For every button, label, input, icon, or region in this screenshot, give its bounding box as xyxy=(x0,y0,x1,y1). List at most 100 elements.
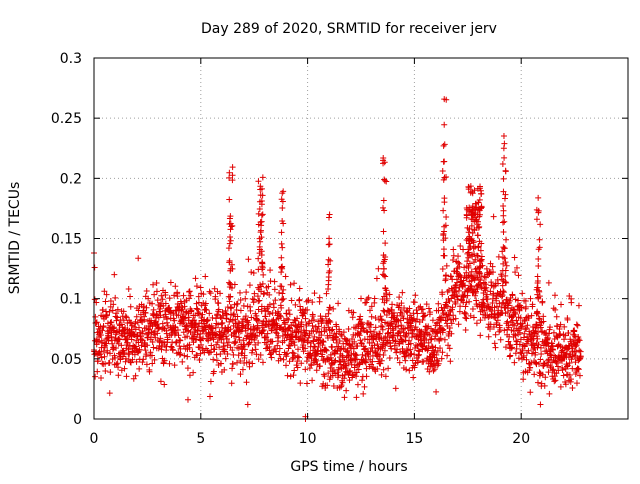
data-point xyxy=(224,350,231,357)
data-point xyxy=(536,360,543,367)
data-point xyxy=(564,346,571,353)
data-point xyxy=(232,339,239,346)
data-point xyxy=(283,362,290,369)
data-point xyxy=(276,345,283,352)
data-point xyxy=(565,342,572,349)
data-point xyxy=(303,358,310,365)
data-point xyxy=(466,260,473,267)
data-point xyxy=(120,308,127,315)
data-point xyxy=(254,333,261,340)
data-point xyxy=(517,314,524,321)
data-point xyxy=(507,297,514,304)
data-point xyxy=(173,338,180,345)
data-point xyxy=(400,315,407,322)
data-point xyxy=(102,298,109,305)
data-point xyxy=(128,336,135,343)
data-point xyxy=(568,356,575,363)
data-point xyxy=(509,292,516,299)
data-point xyxy=(198,341,205,348)
data-point xyxy=(429,327,436,334)
data-point xyxy=(334,347,341,354)
data-point xyxy=(439,167,446,174)
data-point xyxy=(255,298,262,305)
data-point xyxy=(341,358,348,365)
data-point xyxy=(449,304,456,311)
data-point xyxy=(133,358,140,365)
data-point xyxy=(360,390,367,397)
data-point xyxy=(112,354,119,361)
data-point xyxy=(260,291,267,298)
data-point xyxy=(502,272,509,279)
data-point xyxy=(278,269,285,276)
data-point xyxy=(500,212,507,219)
data-point xyxy=(265,283,272,290)
data-point xyxy=(311,343,318,350)
data-point xyxy=(133,313,140,320)
data-point xyxy=(538,380,545,387)
data-point xyxy=(350,309,357,316)
data-point xyxy=(469,188,476,195)
data-point xyxy=(474,185,481,192)
data-point xyxy=(557,383,564,390)
data-point xyxy=(138,342,145,349)
data-point xyxy=(179,320,186,327)
data-point xyxy=(151,291,158,298)
data-point xyxy=(172,283,179,290)
data-point xyxy=(414,310,421,317)
data-point xyxy=(382,273,389,280)
data-point xyxy=(237,357,244,364)
data-point xyxy=(287,281,294,288)
data-point xyxy=(110,301,117,308)
data-point xyxy=(171,362,178,369)
data-point xyxy=(243,318,250,325)
data-point xyxy=(455,321,462,328)
data-point xyxy=(420,313,427,320)
data-point xyxy=(443,96,450,103)
data-point xyxy=(464,250,471,257)
data-point xyxy=(356,360,363,367)
data-point xyxy=(219,319,226,326)
data-point xyxy=(140,303,147,310)
data-point xyxy=(197,284,204,291)
data-point xyxy=(255,306,262,313)
data-point xyxy=(528,312,535,319)
data-point xyxy=(230,312,237,319)
data-point xyxy=(224,342,231,349)
data-point xyxy=(476,238,483,245)
data-point xyxy=(380,366,387,373)
data-point xyxy=(227,265,234,272)
data-point xyxy=(154,297,161,304)
data-point xyxy=(325,307,332,314)
data-point xyxy=(245,256,252,263)
data-point xyxy=(317,337,324,344)
data-point xyxy=(344,337,351,344)
data-point xyxy=(321,373,328,380)
data-point xyxy=(309,377,316,384)
data-point xyxy=(439,349,446,356)
data-point xyxy=(500,175,507,182)
data-point xyxy=(196,310,203,317)
data-point xyxy=(271,286,278,293)
data-point xyxy=(106,390,113,397)
data-point xyxy=(562,381,569,388)
data-point xyxy=(534,335,541,342)
data-point xyxy=(185,314,192,321)
data-point xyxy=(150,344,157,351)
data-point xyxy=(462,282,469,289)
data-point xyxy=(524,322,531,329)
data-point xyxy=(467,235,474,242)
data-point xyxy=(440,246,447,253)
data-point xyxy=(267,267,274,274)
data-point xyxy=(142,347,149,354)
data-point xyxy=(381,177,388,184)
data-point xyxy=(501,154,508,161)
data-point xyxy=(502,344,509,351)
data-point xyxy=(251,290,258,297)
data-point xyxy=(500,288,507,295)
data-point xyxy=(212,293,219,300)
data-point xyxy=(113,310,120,317)
data-point xyxy=(105,334,112,341)
data-point xyxy=(174,293,181,300)
data-point xyxy=(444,303,451,310)
data-point xyxy=(454,279,461,286)
